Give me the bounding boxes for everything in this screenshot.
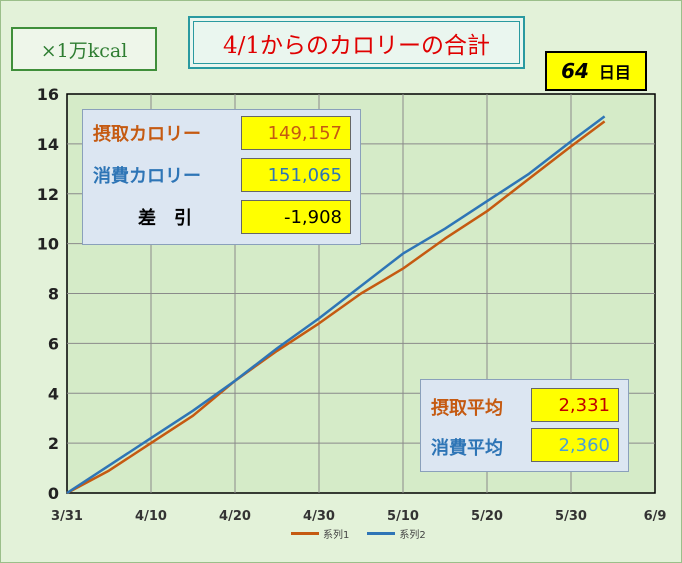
chart-title: 4/1からのカロリーの合計 xyxy=(193,21,520,64)
y-tick-label: 16 xyxy=(37,85,59,104)
burn-average-label: 消費平均 xyxy=(431,438,503,459)
diff-label: 差 引 xyxy=(138,208,192,229)
x-tick-label: 5/30 xyxy=(555,509,587,524)
y-tick-label: 2 xyxy=(48,434,59,453)
burn-value: 151,065 xyxy=(241,158,351,192)
diff-value: -1,908 xyxy=(241,200,351,234)
legend-swatch-series2 xyxy=(367,532,396,535)
summary-panel: 摂取カロリー 149,157 消費カロリー 151,065 差 引 -1,908 xyxy=(82,109,361,245)
legend-label-series2: 系列2 xyxy=(399,530,426,541)
series-line-1 xyxy=(66,120,606,495)
y-tick-label: 6 xyxy=(48,334,59,353)
x-tick-label: 5/10 xyxy=(387,509,419,524)
burn-label: 消費カロリー xyxy=(93,166,201,187)
chart-title-box: 4/1からのカロリーの合計 xyxy=(188,16,525,69)
x-tick-label: 4/20 xyxy=(219,509,251,524)
y-tick-label: 0 xyxy=(48,484,59,503)
series-lines xyxy=(66,115,606,495)
y-tick-label: 8 xyxy=(48,285,59,304)
x-tick-label: 6/9 xyxy=(644,509,667,524)
intake-label: 摂取カロリー xyxy=(93,124,201,145)
legend-item-series2: 系列2 xyxy=(367,526,426,541)
legend-swatch-series1 xyxy=(291,532,319,535)
legend-item-series1: 系列1 xyxy=(291,526,349,541)
day-number: 64 xyxy=(561,59,589,83)
y-tick-label: 14 xyxy=(37,135,59,154)
x-tick-label: 4/30 xyxy=(303,509,335,524)
intake-average-label: 摂取平均 xyxy=(431,398,503,419)
legend: 系列1 系列2 xyxy=(291,526,426,541)
series-line-2 xyxy=(66,115,606,495)
burn-average-value: 2,360 xyxy=(531,428,619,462)
intake-average-value: 2,331 xyxy=(531,388,619,422)
y-tick-label: 10 xyxy=(37,235,59,254)
intake-value: 149,157 xyxy=(241,116,351,150)
unit-label: ×1万kcal xyxy=(11,27,157,71)
y-axis-ticks: 0 2 4 6 8 10 12 14 16 xyxy=(37,85,59,503)
x-tick-label: 4/10 xyxy=(135,509,167,524)
legend-label-series1: 系列1 xyxy=(323,530,350,541)
day-counter: 64 日目 xyxy=(545,51,647,91)
x-axis-ticks: 3/31 4/10 4/20 4/30 5/10 5/20 5/30 6/9 xyxy=(51,509,666,524)
average-panel: 摂取平均 2,331 消費平均 2,360 xyxy=(420,379,629,472)
y-tick-label: 4 xyxy=(48,384,59,403)
day-unit: 日目 xyxy=(598,63,631,82)
x-tick-label: 3/31 xyxy=(51,509,83,524)
x-tick-label: 5/20 xyxy=(471,509,503,524)
y-tick-label: 12 xyxy=(37,185,59,204)
